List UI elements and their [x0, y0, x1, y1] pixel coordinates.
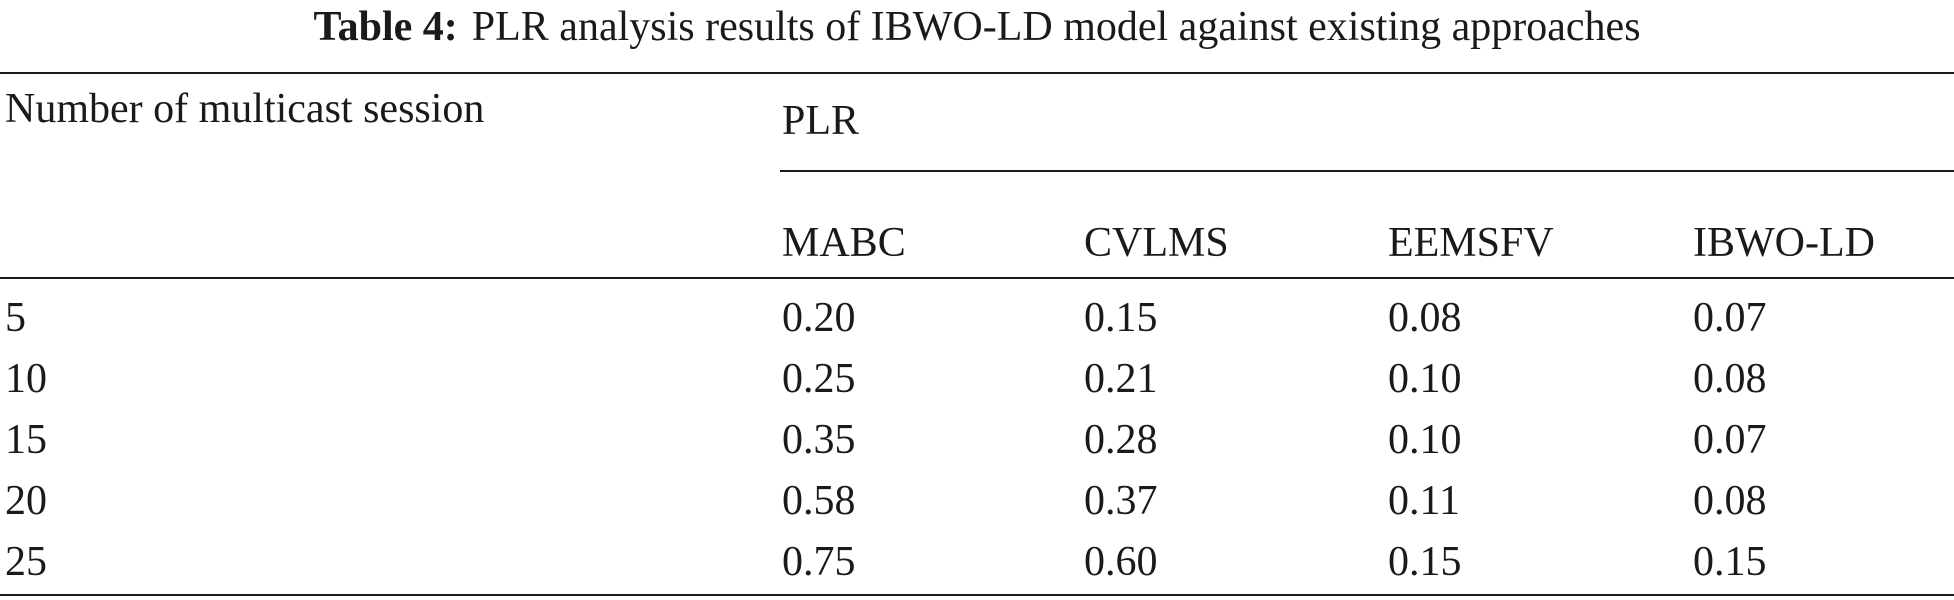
cell-eemsfv: 0.11 [1388, 478, 1460, 524]
table-caption-label: Table 4: [313, 4, 458, 50]
cell-ibwo-ld: 0.15 [1693, 539, 1767, 585]
table-top-rule [0, 72, 1954, 74]
column-header-mabc: MABC [782, 220, 906, 266]
cell-mabc: 0.35 [782, 417, 856, 463]
cell-ibwo-ld: 0.07 [1693, 417, 1767, 463]
cell-cvlms: 0.15 [1084, 295, 1158, 341]
row-header-label: Number of multicast session [5, 86, 485, 132]
cell-cvlms: 0.21 [1084, 356, 1158, 402]
cell-cvlms: 0.37 [1084, 478, 1158, 524]
cell-ibwo-ld: 0.08 [1693, 356, 1767, 402]
column-header-ibwo-ld: IBWO-LD [1693, 220, 1875, 266]
cell-ibwo-ld: 0.08 [1693, 478, 1767, 524]
cell-eemsfv: 0.08 [1388, 295, 1462, 341]
table-caption: Table 4: PLR analysis results of IBWO-LD … [0, 2, 1954, 52]
table-bottom-rule [0, 594, 1954, 596]
column-header-eemsfv: EEMSFV [1388, 220, 1554, 266]
cell-eemsfv: 0.15 [1388, 539, 1462, 585]
cell-mabc: 0.20 [782, 295, 856, 341]
cell-sessions: 20 [5, 478, 47, 524]
cell-sessions: 25 [5, 539, 47, 585]
cell-cvlms: 0.60 [1084, 539, 1158, 585]
group-header-rule [780, 170, 1954, 172]
header-rule [0, 277, 1954, 279]
cell-sessions: 10 [5, 356, 47, 402]
cell-ibwo-ld: 0.07 [1693, 295, 1767, 341]
cell-cvlms: 0.28 [1084, 417, 1158, 463]
group-header-plr: PLR [782, 98, 860, 144]
cell-eemsfv: 0.10 [1388, 417, 1462, 463]
column-header-cvlms: CVLMS [1084, 220, 1229, 266]
cell-mabc: 0.75 [782, 539, 856, 585]
cell-sessions: 15 [5, 417, 47, 463]
cell-eemsfv: 0.10 [1388, 356, 1462, 402]
cell-mabc: 0.58 [782, 478, 856, 524]
cell-sessions: 5 [5, 295, 26, 341]
table-caption-text: PLR analysis results of IBWO-LD model ag… [471, 4, 1641, 50]
cell-mabc: 0.25 [782, 356, 856, 402]
